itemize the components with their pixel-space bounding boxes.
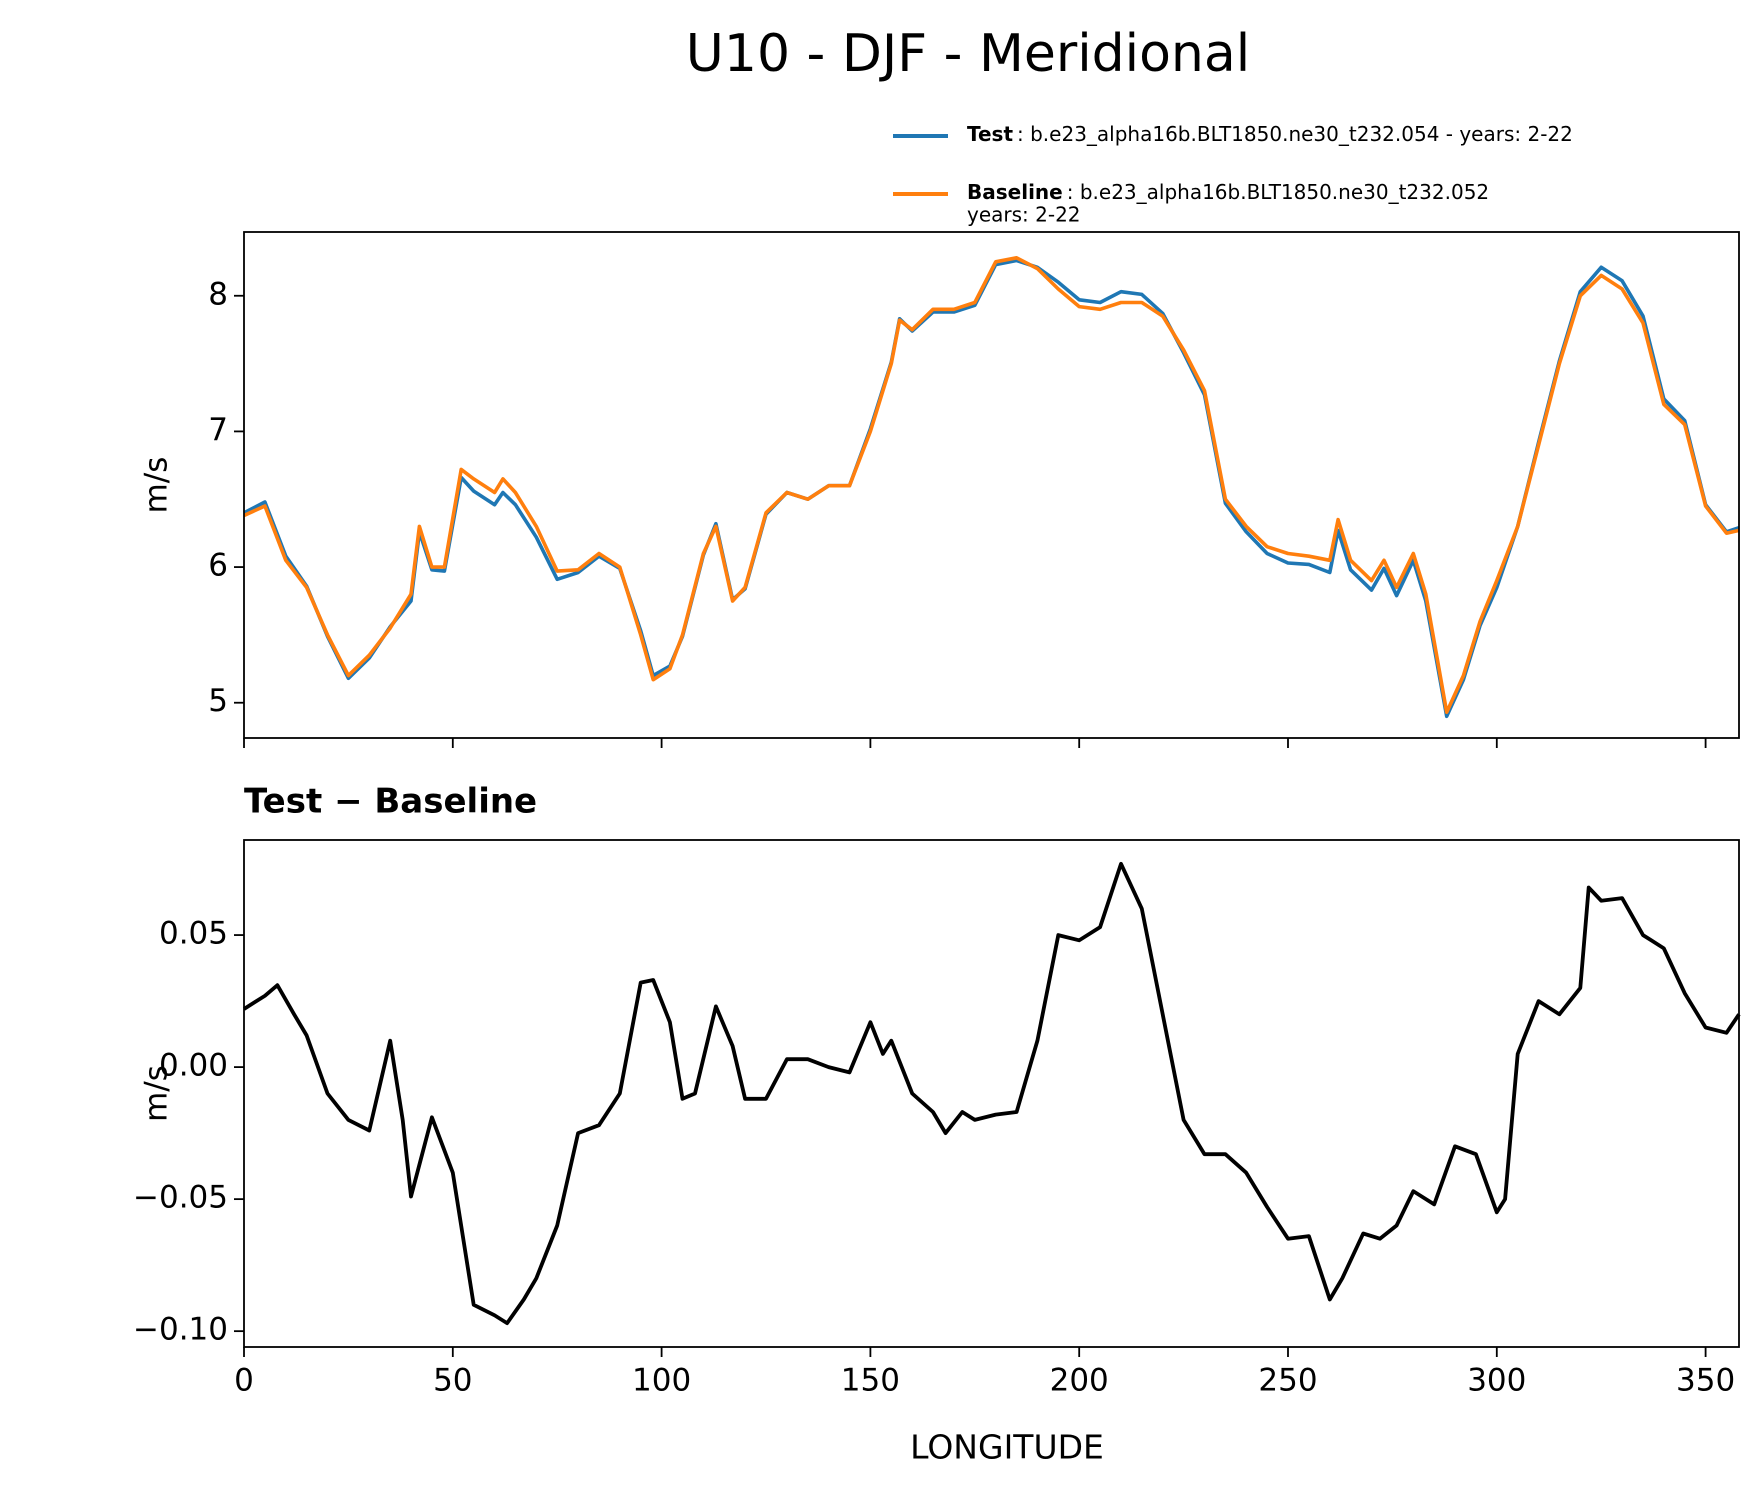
y-tick-label: 0.05 [159,916,228,952]
y-axis-label: m/s [139,1065,175,1122]
legend-name: Baseline [967,180,1063,204]
x-axis-label: LONGITUDE [910,1428,1104,1467]
legend-entry: Test: b.e23_alpha16b.BLT1850.ne30_t232.0… [967,122,1573,146]
legend-label: : b.e23_alpha16b.BLT1850.ne30_t232.052 [1067,180,1489,204]
x-tick-label: 250 [1258,1363,1317,1399]
chart-title: U10 - DJF - Meridional [686,24,1250,84]
axes-frame [243,231,1740,739]
data-line [243,258,1740,719]
x-tick-label: 100 [632,1363,691,1399]
y-tick-label: −0.10 [133,1312,228,1348]
legend-label: : b.e23_alpha16b.BLT1850.ne30_t232.054 -… [1017,122,1573,146]
legend-name: Test [967,122,1013,146]
y-axis-label: m/s [139,457,175,514]
x-tick-label: 350 [1676,1363,1735,1399]
x-tick-label: 150 [841,1363,900,1399]
y-tick-label: −0.05 [133,1180,228,1216]
x-tick-label: 200 [1050,1363,1109,1399]
y-tick-label: 7 [208,412,228,448]
y-tick-label: 5 [208,683,228,719]
data-line [243,256,1740,714]
x-tick-label: 300 [1467,1363,1526,1399]
y-tick-label: 8 [208,276,228,312]
legend-label: years: 2-22 [967,203,1081,227]
axes-frame [243,839,1740,1348]
x-tick-label: 50 [433,1363,472,1399]
legend-entry: Baseline: b.e23_alpha16b.BLT1850.ne30_t2… [967,180,1489,204]
subplot-title: Test − Baseline [244,782,537,822]
y-tick-label: 6 [208,548,228,584]
x-tick-label: 0 [234,1363,254,1399]
data-line [242,861,1741,1326]
y-tick-label: 0.00 [159,1048,228,1084]
